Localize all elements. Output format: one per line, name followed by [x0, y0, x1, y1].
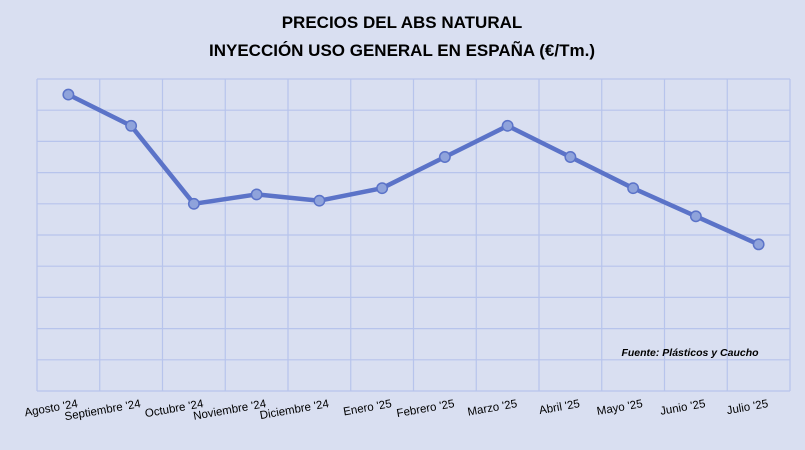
data-point	[627, 182, 640, 195]
x-tick-label: Diciembre '24	[259, 398, 331, 422]
chart-title: PRECIOS DEL ABS NATURAL	[282, 13, 523, 32]
series-line	[66, 92, 761, 247]
data-point	[125, 119, 138, 132]
data-point	[564, 151, 577, 163]
x-tick-label: Enero '25	[342, 398, 392, 418]
x-tick-label: Abril '25	[538, 398, 581, 417]
x-tick-label: Julio '25	[726, 398, 769, 417]
source-note: Fuente: Plásticos y Caucho	[621, 347, 759, 359]
data-point	[501, 119, 514, 132]
data-point	[187, 197, 200, 210]
x-tick-label: Febrero '25	[396, 398, 456, 420]
series-line-layer	[66, 92, 761, 247]
grid	[36, 78, 791, 392]
data-point	[752, 238, 765, 251]
data-points	[62, 88, 765, 251]
x-tick-label: Noviembre '24	[192, 398, 267, 423]
data-point	[376, 182, 389, 195]
data-point	[62, 88, 75, 101]
data-point	[438, 151, 451, 163]
x-tick-label: Marzo '25	[467, 398, 518, 419]
data-point	[313, 194, 326, 207]
data-point	[689, 210, 702, 223]
data-point	[250, 188, 263, 201]
chart-subtitle: INYECCIÓN USO GENERAL EN ESPAÑA (€/Tm.)	[209, 40, 595, 60]
x-tick-label: Junio '25	[659, 398, 706, 418]
x-tick-label: Mayo '25	[596, 398, 644, 418]
